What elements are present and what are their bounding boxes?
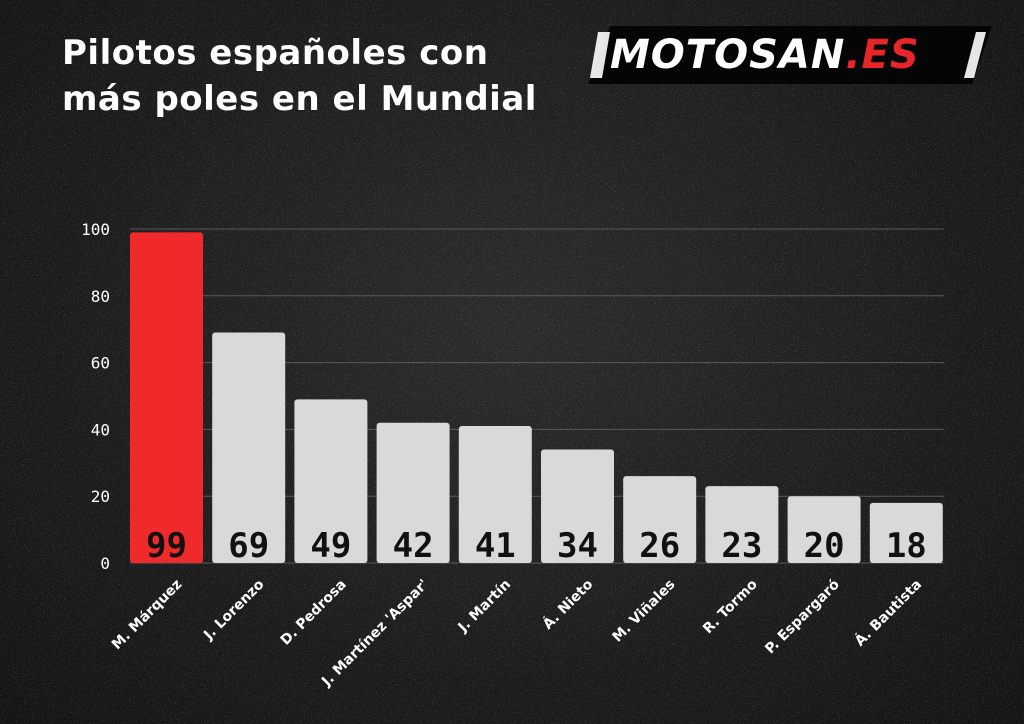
x-tick-label: D. Pedrosa bbox=[278, 577, 350, 649]
bar-1 bbox=[130, 232, 203, 563]
logo-text: MOTOSAN.ES bbox=[610, 30, 920, 80]
motosan-logo: MOTOSAN.ES bbox=[588, 26, 992, 84]
y-tick-label: 60 bbox=[91, 354, 110, 373]
chart-title: Pilotos españoles con más poles en el Mu… bbox=[62, 30, 582, 122]
bar-5 bbox=[458, 426, 532, 563]
bar-10 bbox=[869, 502, 943, 563]
bar-value-label: 18 bbox=[886, 526, 927, 566]
bar-8 bbox=[705, 486, 779, 563]
bar-value-label: 41 bbox=[475, 526, 516, 566]
y-tick-label: 80 bbox=[91, 287, 110, 306]
logo-wordmark: MOTOSAN bbox=[610, 32, 846, 78]
bar-value-label: 69 bbox=[228, 526, 269, 566]
x-tick-label: R. Tormo bbox=[700, 576, 761, 637]
bar-9 bbox=[787, 496, 861, 563]
bar-value-label: 23 bbox=[721, 526, 762, 566]
x-tick-label: M. Márquez bbox=[109, 577, 185, 653]
y-tick-label: 20 bbox=[91, 487, 110, 506]
bar-6 bbox=[541, 449, 614, 563]
logo-band bbox=[588, 26, 992, 84]
x-tick-label: M. Viñales bbox=[610, 577, 679, 646]
y-axis: 0 20 40 60 80 100 bbox=[81, 220, 110, 573]
y-tick-label: 0 bbox=[100, 554, 110, 573]
bar-value-label: 42 bbox=[393, 526, 434, 566]
bar-value-label: 34 bbox=[557, 526, 598, 566]
x-tick-label: Á. Nieto bbox=[539, 576, 596, 633]
y-tick-label: 40 bbox=[91, 420, 110, 439]
chart-title-line-2: más poles en el Mundial bbox=[62, 79, 537, 119]
x-tick-label: P. Espargaró bbox=[762, 576, 843, 657]
bars-layer bbox=[130, 232, 943, 563]
bar-3 bbox=[294, 399, 368, 563]
bar-value-labels: 99 69 49 42 41 34 26 23 20 18 bbox=[146, 526, 927, 566]
x-tick-label: J. Martín bbox=[455, 577, 515, 637]
x-tick-label: J. Lorenzo bbox=[200, 576, 267, 643]
bar-value-label: 26 bbox=[639, 526, 680, 566]
bar-2 bbox=[212, 332, 286, 563]
chart-title-line-1: Pilotos españoles con bbox=[62, 33, 489, 73]
bar-value-label: 99 bbox=[146, 526, 187, 566]
bar-value-label: 20 bbox=[804, 526, 845, 566]
bar-7 bbox=[623, 476, 697, 563]
x-tick-label: Á. Bautista bbox=[851, 576, 925, 650]
logo-domain-suffix: .ES bbox=[845, 32, 920, 78]
y-tick-label: 100 bbox=[81, 220, 110, 239]
bar-4 bbox=[376, 422, 450, 563]
bar-value-label: 49 bbox=[310, 526, 351, 566]
